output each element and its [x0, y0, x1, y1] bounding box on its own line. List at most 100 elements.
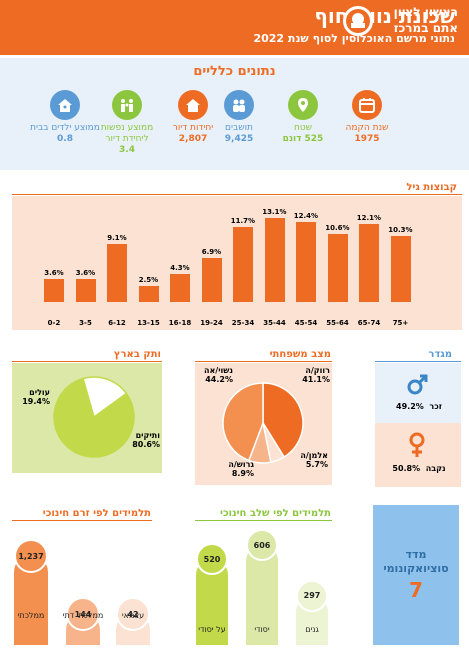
age-category-label: 16-18 — [168, 319, 192, 327]
stat-5: ממוצע ילדים בבית 0.8 — [30, 90, 100, 145]
age-bar — [75, 278, 96, 302]
age-value-label: 3.6% — [75, 268, 96, 277]
stat-label: ממוצע ילדים בבית — [30, 123, 100, 133]
logo-line2: אתם במרכז — [393, 21, 458, 35]
logo-line1: ראשון לציון — [393, 5, 458, 19]
level-title-rule — [195, 520, 332, 521]
age-value-label: 12.1% — [356, 214, 381, 223]
female-symbol-icon — [409, 432, 425, 457]
family-label-married: נשוי/אה 44.2% — [203, 366, 233, 384]
age-chart-title: קבוצות גיל — [406, 182, 457, 193]
age-bar — [264, 217, 285, 302]
socio-value: 7 — [409, 578, 423, 602]
age-category-label: 75+ — [392, 319, 409, 327]
stat-value: 9,425 — [224, 134, 254, 144]
calendar-icon — [352, 90, 382, 120]
age-value-label: 6.9% — [201, 247, 222, 256]
level-value-bubble: 520 — [196, 543, 228, 576]
age-value-label: 12.4% — [293, 212, 318, 221]
page-title: שכונת נווה חוף — [314, 4, 455, 28]
age-value-label: 10.3% — [388, 225, 413, 234]
stat-value: 525 דונם — [282, 134, 324, 144]
stream-title-rule — [12, 520, 152, 521]
stat-4: ממוצע נפשות ליחידת דיור 3.4 — [92, 90, 162, 156]
age-bar — [390, 235, 411, 302]
family-title-rule — [195, 361, 332, 362]
tenure-label-veterans: ותיקים 80.6% — [132, 431, 160, 449]
age-category-label: 55-64 — [326, 319, 349, 327]
age-category-label: 65-74 — [357, 319, 381, 327]
stat-2: תושבים 9,425 — [204, 90, 274, 145]
age-value-label: 2.5% — [138, 275, 159, 284]
header-bar — [0, 0, 469, 55]
age-bar — [170, 274, 190, 302]
stat-0: שנת הקמה 1975 — [332, 90, 402, 145]
age-category-label: 3-5 — [79, 319, 92, 327]
age-value-label: 13.1% — [262, 207, 287, 216]
stat-label: שטח — [293, 123, 313, 133]
stream-category-label: ממלכתי דתי — [62, 611, 104, 620]
location-pin-icon — [288, 90, 318, 120]
tenure-title: ותק בארץ — [113, 349, 161, 360]
tenure-title-rule — [12, 361, 162, 362]
age-bar — [296, 222, 316, 302]
stream-title: תלמידים לפי זרם חינוכי — [42, 508, 151, 519]
family-title: מצב משפחתי — [269, 349, 331, 360]
pie-slice — [222, 382, 264, 462]
stat-value: 0.8 — [57, 134, 73, 144]
level-title: תלמידים לפי שלב חינוכי — [220, 508, 331, 519]
stat-value: 3.4 — [119, 145, 135, 155]
age-category-label: 45-54 — [294, 319, 318, 327]
male-symbol-icon — [407, 374, 428, 395]
child-house-icon — [50, 90, 80, 120]
age-bar — [107, 243, 127, 302]
page-subtitle: נתוני מרשם האוכלוסין לסוף שנת 2022 — [253, 32, 455, 45]
age-category-label: 6-12 — [108, 319, 126, 327]
level-category-label: על יסודי — [198, 625, 226, 634]
stat-3: יחידות דיור 2,807 — [158, 90, 228, 145]
level-category-label: יסודי — [254, 625, 270, 634]
age-bar — [233, 226, 253, 302]
age-category-label: 35-44 — [263, 319, 286, 327]
family-label-single: רווק/ה 41.1% — [302, 366, 330, 384]
age-value-label: 10.6% — [325, 223, 350, 232]
people-icon — [224, 90, 254, 120]
family-label-widowed: אלמן/ה 5.7% — [300, 451, 328, 469]
female-stat: נקבה 50.8% — [392, 464, 446, 473]
age-value-label: 9.1% — [107, 233, 127, 242]
level-value-bubble: 606 — [246, 529, 278, 561]
family-icon — [112, 90, 142, 120]
age-bar — [44, 278, 64, 302]
age-bar — [201, 257, 222, 302]
age-bar — [138, 285, 159, 302]
stat-label: יחידות דיור — [172, 123, 214, 133]
stat-value: 1975 — [354, 134, 380, 144]
city-logo-icon — [343, 6, 373, 36]
gender-title: מגדר — [428, 349, 452, 360]
stat-value: 2,807 — [178, 134, 208, 144]
socio-panel — [373, 505, 459, 645]
level-category-label: גנים — [305, 625, 319, 634]
stream-value-bubble: 42 — [116, 597, 150, 631]
stream-value-bubble: 1,237 — [14, 539, 48, 573]
age-category-label: 19-24 — [200, 319, 223, 327]
age-category-label: 13-15 — [137, 319, 160, 327]
stream-category-label: עצמאי — [121, 611, 145, 620]
stat-1: שטח 525 דונם — [268, 90, 338, 145]
pie-slice — [82, 376, 128, 419]
tenure-pie — [53, 376, 135, 458]
age-bar — [359, 224, 379, 302]
age-title-rule — [12, 194, 462, 195]
house-icon — [178, 90, 208, 120]
age-bar — [327, 233, 348, 302]
stream-value-bubble: 144 — [66, 597, 100, 631]
age-value-label: 11.7% — [230, 216, 255, 225]
general-title: נתונים כלליים — [193, 64, 276, 79]
level-bar — [246, 545, 278, 645]
stat-label: ממוצע נפשות ליחידת דיור — [100, 123, 154, 144]
family-pie — [222, 382, 304, 464]
age-category-label: 0-2 — [47, 319, 61, 327]
stat-label: תושבים — [225, 123, 253, 133]
gender-title-rule — [375, 361, 461, 362]
stat-label: שנת הקמה — [345, 123, 389, 133]
